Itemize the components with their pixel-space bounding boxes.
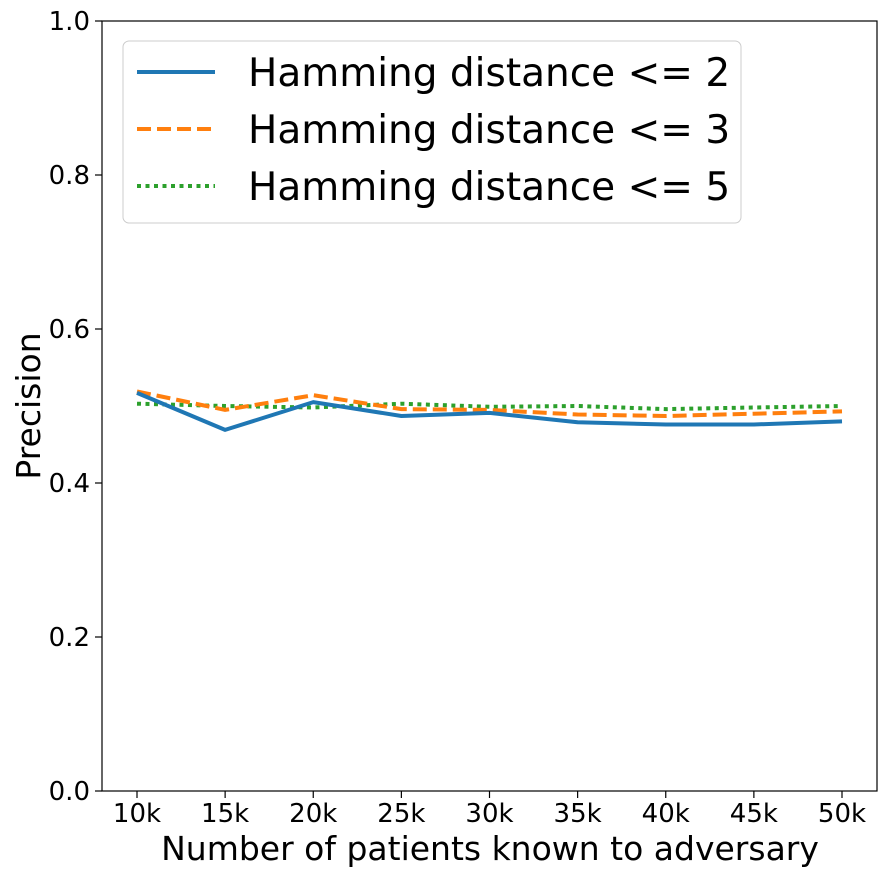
x-tick-label: 15k xyxy=(201,799,249,829)
data-point xyxy=(840,409,844,413)
y-tick-label: 0.0 xyxy=(49,777,90,807)
data-point xyxy=(223,408,227,412)
x-axis: 10k 15k 20k 25k 30k 35k 40k 45k 50k xyxy=(113,791,866,829)
legend-box xyxy=(122,40,742,224)
x-tick-label: 45k xyxy=(730,799,778,829)
series-line xyxy=(136,401,843,412)
x-tick-label: 20k xyxy=(289,799,337,829)
data-point xyxy=(399,407,403,411)
y-tick-label: 1.0 xyxy=(49,7,90,37)
data-point xyxy=(223,428,227,432)
x-axis-label: Number of patients known to adversary xyxy=(161,829,819,868)
data-point xyxy=(399,402,403,406)
x-tick-label: 10k xyxy=(113,799,161,829)
data-point xyxy=(135,402,139,406)
y-axis: 0.0 0.2 0.4 0.6 0.8 1.0 xyxy=(49,7,102,807)
x-tick-label: 40k xyxy=(642,799,690,829)
y-tick-label: 0.2 xyxy=(49,623,90,653)
data-point xyxy=(135,391,139,395)
x-tick-label: 25k xyxy=(377,799,425,829)
data-point xyxy=(664,422,668,426)
legend-entries: Hamming distance <= 2 Hamming distance <=… xyxy=(137,51,730,210)
x-tick-label: 35k xyxy=(554,799,602,829)
y-axis-label: Precision xyxy=(9,332,48,479)
series-line xyxy=(136,391,843,432)
data-point xyxy=(664,407,668,411)
x-tick-label: 30k xyxy=(465,799,513,829)
data-point xyxy=(576,412,580,416)
data-point xyxy=(840,404,844,408)
legend: Hamming distance <= 2 Hamming distance <=… xyxy=(122,40,742,224)
data-point xyxy=(752,422,756,426)
legend-label: Hamming distance <= 2 xyxy=(248,51,730,96)
data-point xyxy=(576,420,580,424)
legend-label: Hamming distance <= 5 xyxy=(248,165,730,210)
data-point xyxy=(311,406,315,410)
data-point xyxy=(840,419,844,423)
y-tick-label: 0.6 xyxy=(49,315,90,345)
y-tick-label: 0.4 xyxy=(49,469,90,499)
data-point xyxy=(488,411,492,415)
data-point xyxy=(752,412,756,416)
data-point xyxy=(399,414,403,418)
legend-label: Hamming distance <= 3 xyxy=(248,108,730,153)
series-line xyxy=(136,389,843,418)
data-point xyxy=(311,393,315,397)
data-point xyxy=(752,406,756,410)
data-point xyxy=(664,414,668,418)
data-point xyxy=(311,400,315,404)
x-tick-label: 50k xyxy=(818,799,866,829)
series-layer xyxy=(135,389,844,432)
data-point xyxy=(576,404,580,408)
y-tick-label: 0.8 xyxy=(49,161,90,191)
data-point xyxy=(223,404,227,408)
